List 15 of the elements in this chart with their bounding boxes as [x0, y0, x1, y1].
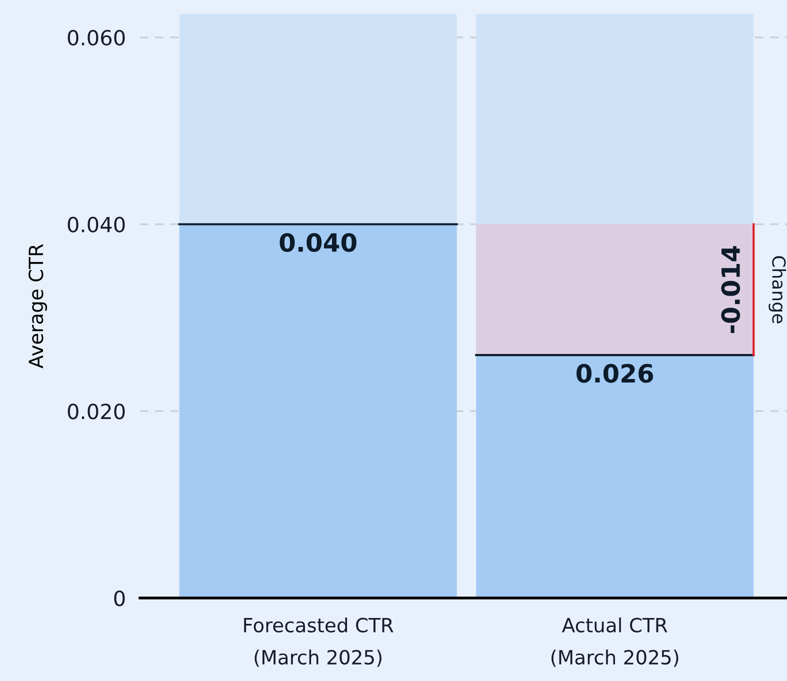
bar [476, 355, 754, 598]
bar [179, 14, 457, 224]
data-label: 0.040 [280, 233, 356, 252]
y-tick-label: 0 [114, 590, 125, 606]
data-label: 0.026 [576, 364, 654, 383]
y-tick-label: 0.020 [68, 404, 125, 420]
annotation: Change [768, 256, 786, 324]
bar [476, 224, 754, 356]
x-tick-label: Forecasted CTR (March 2025) [244, 617, 394, 667]
y-axis-title: Average CTR [28, 244, 48, 368]
x-tick-label: Actual CTR (March 2025) [551, 617, 678, 667]
y-tick-label: 0.060 [68, 30, 125, 46]
y-tick-label: 0.040 [68, 216, 125, 232]
data-label: -0.014 [721, 246, 740, 334]
bar [179, 224, 457, 598]
